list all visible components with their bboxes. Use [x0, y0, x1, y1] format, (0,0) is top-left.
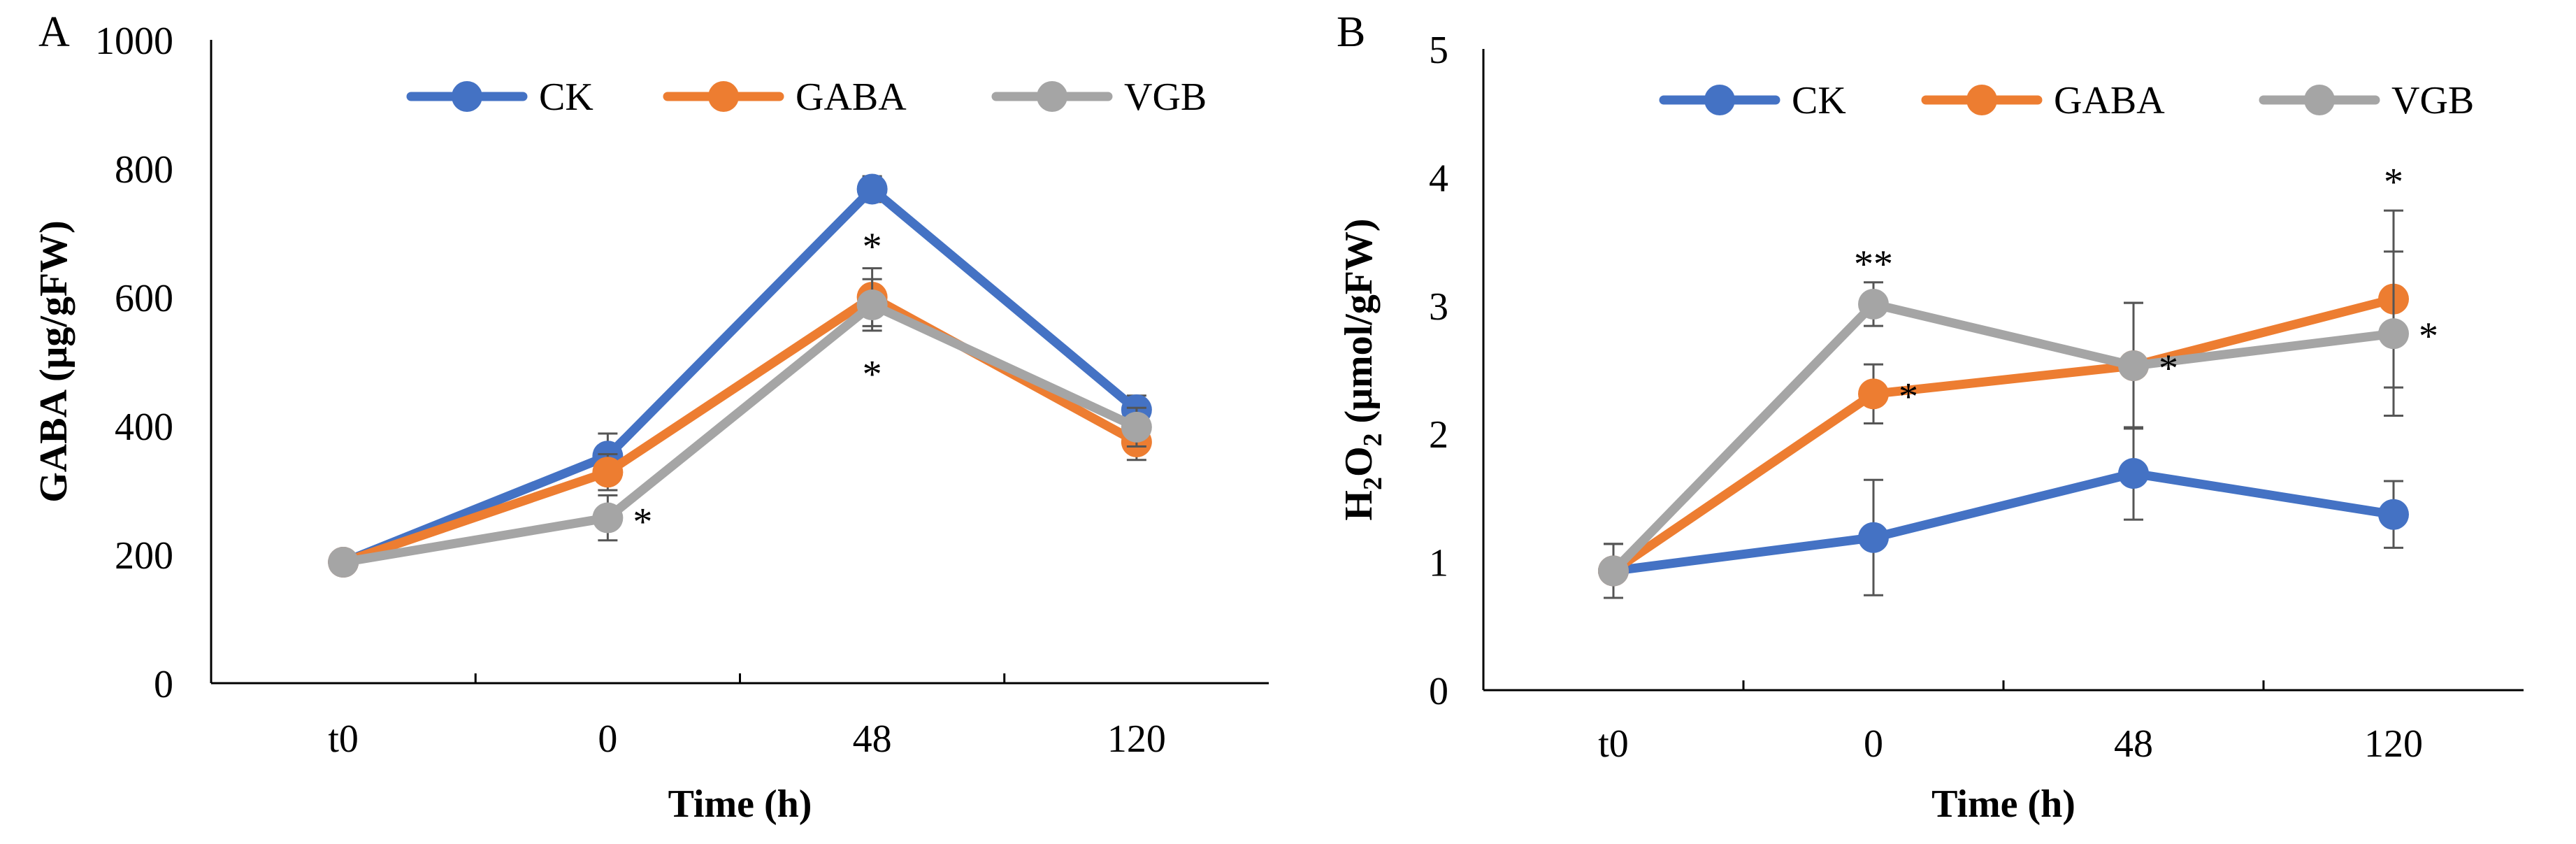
- panel-a-point-vgb: [856, 289, 888, 321]
- panel-a-point-vgb: [1121, 411, 1152, 443]
- panel-b-line-ck: [1609, 469, 2398, 575]
- panel-b-line-gaba: [1609, 294, 2398, 575]
- panel-a-legend-label: GABA: [796, 76, 907, 119]
- panel-a-series-vgb: [328, 278, 1152, 578]
- panel-b-y-tick-label: 0: [1429, 670, 1448, 713]
- panel-b-legend-swatch-marker: [2304, 85, 2335, 115]
- panel-a-y-tick-label: 0: [154, 663, 173, 706]
- panel-b-x-axis-label: Time (h): [1931, 782, 2075, 826]
- panel-b-series-gaba: [1598, 209, 2409, 599]
- panel-b-legend-item-vgb: VGB: [2259, 79, 2474, 122]
- panel-b-x-tick-label: 48: [2114, 722, 2153, 766]
- panel-a-x-tick-label: t0: [328, 717, 359, 761]
- panel-a-point-vgb: [592, 502, 624, 534]
- panel-b-series-vgb: [1598, 250, 2409, 599]
- panel-a-point-vgb: [328, 547, 359, 578]
- panel-a-x-tick-label: 0: [598, 717, 617, 761]
- panel-b-y-tick-label: 4: [1429, 157, 1448, 200]
- panel-b-legend-item-gaba: GABA: [1921, 79, 2165, 122]
- panel-b-legend-label: CK: [1792, 79, 1846, 122]
- panel-b-label: B: [1337, 8, 1365, 56]
- panel-b-y-tick-label: 2: [1429, 413, 1448, 457]
- panel-b-y-axis-label: H2O2 (μmol/gFW): [1337, 218, 1388, 520]
- panel-b-y-axis-label-part: (μmol/gFW): [1337, 218, 1381, 433]
- panel-b-significance-marker: *: [1899, 375, 1918, 418]
- panel-b-point-vgb: [2118, 350, 2149, 381]
- panel-a-significance-marker: *: [863, 353, 882, 396]
- panel-b-y-tick-label: 1: [1429, 542, 1448, 585]
- panel-b-y-axis-label-part: 2: [1358, 433, 1388, 446]
- panel-b-x-tick-label: 120: [2364, 722, 2423, 766]
- panel-b-point-ck: [2118, 458, 2149, 489]
- panel-a-y-tick-label: 200: [115, 534, 173, 578]
- panel-b-legend-label: GABA: [2054, 79, 2165, 122]
- panel-a-legend-label: VGB: [1124, 76, 1207, 119]
- panel-a-y-tick-label: 600: [115, 277, 173, 320]
- panel-a-y-tick-label: 800: [115, 148, 173, 192]
- panel-a-legend-item-ck: CK: [406, 76, 593, 119]
- panel-a-legend-item-vgb: VGB: [991, 76, 1207, 119]
- panel-a-point-ck: [856, 173, 888, 205]
- panel-a-legend-swatch-marker: [1037, 81, 1067, 112]
- panel-b-significance-marker: *: [2419, 315, 2438, 358]
- panel-b-legend-swatch-marker: [1966, 85, 1997, 115]
- panel-b-x-tick-label: t0: [1598, 722, 1629, 766]
- panel-b-point-ck: [2378, 499, 2409, 530]
- panel-b-point-gaba: [1858, 378, 1889, 410]
- panel-b-point-vgb: [1598, 555, 1629, 587]
- panel-b-point-ck: [1858, 522, 1889, 553]
- panel-b-y-axis-label-part: O: [1337, 446, 1381, 477]
- panel-a-line-vgb: [338, 300, 1142, 567]
- panel-a-legend-swatch-marker: [452, 81, 482, 112]
- panel-a-significance-marker: *: [633, 500, 652, 543]
- panel-b-significance-marker: **: [1854, 243, 1893, 286]
- panel-b-legend-item-ck: CK: [1659, 79, 1846, 122]
- panel-a-point-gaba: [592, 457, 624, 488]
- panel-b-legend-swatch-marker: [1704, 85, 1735, 115]
- panel-b-line-vgb: [1609, 299, 2398, 575]
- panel-a-x-axis-label: Time (h): [668, 782, 812, 826]
- panel-a-x-tick-label: 120: [1107, 717, 1166, 761]
- panel-a-legend-label: CK: [539, 76, 593, 119]
- panel-a-y-tick-label: 400: [115, 406, 173, 449]
- panel-b-point-vgb: [2378, 318, 2409, 350]
- panel-b-series-ck: [1598, 426, 2409, 599]
- panel-a-label: A: [38, 8, 70, 56]
- panel-b-y-tick-label: 3: [1429, 285, 1448, 329]
- panel-b-significance-marker: *: [2384, 161, 2403, 204]
- panel-b-x-tick-label: 0: [1864, 722, 1883, 766]
- panel-b-legend-label: VGB: [2391, 79, 2474, 122]
- panel-b-y-axis-label-part: H: [1337, 490, 1381, 521]
- panel-a-legend-swatch-marker: [708, 81, 739, 112]
- panel-b-y-axis-label-part: 2: [1358, 477, 1388, 490]
- panel-a-x-tick-label: 48: [853, 717, 892, 761]
- panel-a-y-tick-label: 1000: [95, 20, 173, 63]
- panel-a-significance-marker: *: [863, 225, 882, 269]
- panel-a-line-gaba: [338, 292, 1142, 567]
- panel-b-significance-marker: *: [2159, 347, 2178, 390]
- panel-a-y-axis-label: GABA (μg/gFW): [32, 220, 75, 503]
- panel-a-chart: 0 200 400 600 800 1000 t0 0 48 120 Time (h) GABA (μ…: [32, 20, 1269, 826]
- panel-b-y-tick-label: 5: [1429, 29, 1448, 72]
- panel-a-legend-item-gaba: GABA: [663, 76, 907, 119]
- panel-a-line-ck: [338, 184, 1142, 567]
- panel-b-point-vgb: [1858, 288, 1889, 320]
